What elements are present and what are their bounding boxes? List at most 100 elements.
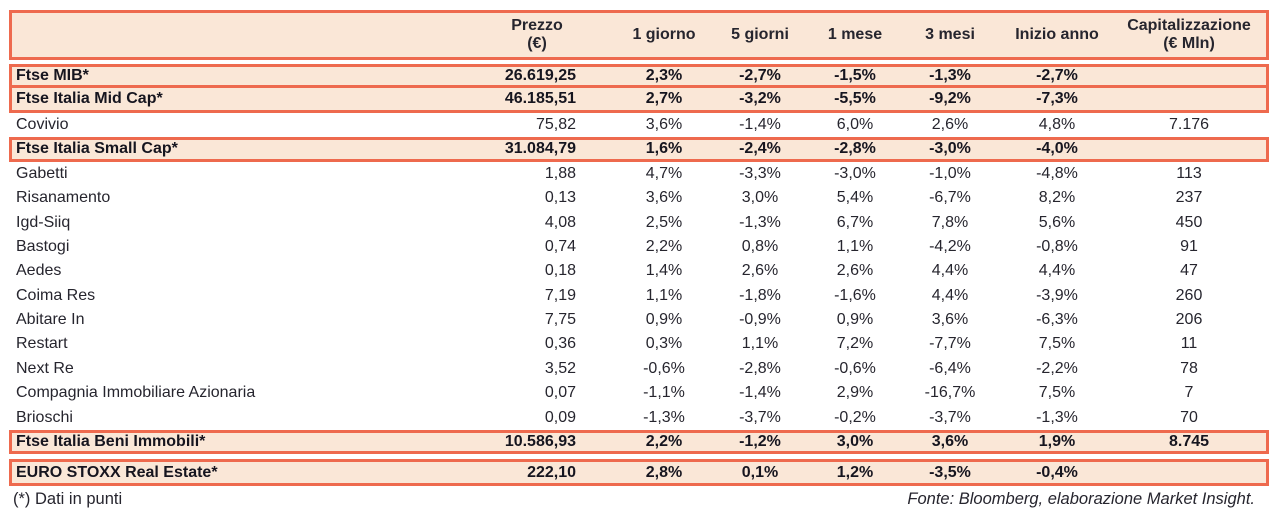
cell-3-mesi: -6,7% [929,189,971,207]
table-row: Igd-Siiq 4,08 2,5% -1,3% 6,7% 7,8% 5,6% 450 [9,210,1269,234]
cell-inizio-anno: 4,4% [1038,262,1076,280]
cell-5-giorni: 3,0% [741,189,779,207]
cell-1-giorno: 2,8% [645,463,683,481]
cell-3-mesi: 7,8% [931,213,969,231]
cell-inizio-anno: -7,3% [1036,90,1078,108]
cell-1-mese: 6,7% [836,213,874,231]
cell-capitalizzazione: 7 [1184,384,1194,402]
table-row: EURO STOXX Real Estate* 222,10 2,8% 0,1% 1,2… [9,459,1269,487]
cell-company-name: Aedes [16,262,62,280]
cell-5-giorni: -2,7% [739,67,781,85]
cell-prezzo: 0,74 [544,237,576,255]
cell-capitalizzazione: 47 [1180,262,1198,280]
cell-inizio-anno: 7,5% [1038,384,1076,402]
table-row: Brioschi 0,09 -1,3% -3,7% -0,2% -3,7% -1,3% 70 [9,405,1269,429]
cell-1-giorno: 3,6% [645,189,683,207]
cell-1-mese: -5,5% [834,90,876,108]
column-header-3-mesi: 3 mesi [925,25,975,43]
cell-3-mesi: -4,2% [929,237,971,255]
cell-5-giorni: 1,1% [741,335,779,353]
cell-1-giorno: 2,5% [645,213,683,231]
cell-company-name: Next Re [16,359,74,377]
cell-1-mese: -1,5% [834,67,876,85]
cell-inizio-anno: -3,9% [1036,286,1078,304]
cell-prezzo: 0,36 [544,335,576,353]
column-header-inizio-anno: Inizio anno [1015,25,1099,43]
cell-capitalizzazione: 260 [1175,286,1203,304]
cell-1-giorno: -0,6% [643,359,685,377]
cell-3-mesi: 4,4% [931,262,969,280]
footnote-dati-in-punti: (*) Dati in punti [13,490,123,509]
cell-prezzo: 0,13 [544,189,576,207]
table-row: Ftse Italia Small Cap* 31.084,79 1,6% -2,4%… [9,137,1269,162]
cell-1-giorno: 0,9% [645,311,683,329]
cell-3-mesi: -1,0% [929,164,971,182]
cell-prezzo: 46.185,51 [504,90,576,108]
cell-prezzo: 31.084,79 [504,140,576,158]
table-row: Bastogi 0,74 2,2% 0,8% 1,1% -4,2% -0,8% 91 [9,235,1269,259]
cell-company-name: Restart [16,335,68,353]
cell-5-giorni: -3,3% [739,164,781,182]
cell-1-mese: 2,9% [836,384,874,402]
table-body-euro-stoxx: EURO STOXX Real Estate* 222,10 2,8% 0,1% 1,2… [9,459,1269,487]
cell-1-mese: 1,2% [836,463,874,481]
cell-3-mesi: -16,7% [924,384,976,402]
cell-1-mese: 0,9% [836,311,874,329]
table-row: Ftse Italia Beni Immobili* 10.586,93 2,2% -… [9,429,1269,455]
cell-capitalizzazione: 237 [1175,189,1203,207]
cell-1-mese: 6,0% [836,115,874,133]
cell-1-giorno: 1,1% [645,286,683,304]
cell-3-mesi: 2,6% [931,115,969,133]
cell-company-name: Risanamento [16,189,111,207]
column-header-prezzo-line1: Prezzo [511,16,563,34]
column-header-1-mese: 1 mese [827,25,883,43]
cell-company-name: Ftse MIB* [16,67,89,85]
cell-inizio-anno: -6,3% [1036,311,1078,329]
cell-company-name: Igd-Siiq [16,213,71,231]
cell-3-mesi: -3,5% [929,463,971,481]
cell-3-mesi: -3,7% [929,408,971,426]
column-header-5-giorni: 5 giorni [731,25,789,43]
cell-3-mesi: -7,7% [929,335,971,353]
cell-company-name: EURO STOXX Real Estate* [16,463,218,481]
cell-prezzo: 7,75 [544,311,576,329]
cell-3-mesi: -9,2% [929,90,971,108]
column-header-prezzo: Prezzo (€) [458,17,616,54]
cell-inizio-anno: -1,3% [1036,408,1078,426]
cell-1-giorno: -1,3% [643,408,685,426]
cell-5-giorni: -2,8% [739,359,781,377]
cell-1-giorno: 2,2% [645,433,683,451]
column-header-capitalizzazione: Capitalizzazione (€ Mln) [1116,17,1262,54]
cell-prezzo: 0,18 [544,262,576,280]
cell-prezzo: 222,10 [527,463,576,481]
cell-1-mese: 2,6% [836,262,874,280]
source-attribution: Fonte: Bloomberg, elaborazione Market In… [907,490,1255,509]
table-row: Coima Res 7,19 1,1% -1,8% -1,6% 4,4% -3,9% 260 [9,284,1269,308]
cell-1-giorno: -1,1% [643,384,685,402]
cell-inizio-anno: 4,8% [1038,115,1076,133]
cell-company-name: Ftse Italia Beni Immobili* [16,433,206,451]
table-row: Ftse Italia Mid Cap* 46.185,51 2,7% -3,2% -5… [9,88,1269,113]
table-footer: (*) Dati in punti Fonte: Bloomberg, elab… [9,486,1269,509]
cell-5-giorni: 2,6% [741,262,779,280]
cell-1-mese: -1,6% [834,286,876,304]
cell-capitalizzazione: 70 [1180,408,1198,426]
table-row: Ftse MIB* 26.619,25 2,3% -2,7% -1,5% -1,3% -2,… [9,64,1269,89]
cell-5-giorni: -3,2% [739,90,781,108]
table-row: Abitare In 7,75 0,9% -0,9% 0,9% 3,6% -6,3% 206 [9,308,1269,332]
cell-1-mese: -0,6% [834,359,876,377]
cell-inizio-anno: -2,2% [1036,359,1078,377]
cell-capitalizzazione: 8.745 [1168,433,1210,451]
cell-5-giorni: 0,1% [741,463,779,481]
cell-capitalizzazione: 206 [1175,311,1203,329]
cell-5-giorni: -1,2% [739,433,781,451]
cell-1-giorno: 2,7% [645,90,683,108]
cell-3-mesi: 4,4% [931,286,969,304]
cell-1-giorno: 2,2% [645,237,683,255]
cell-company-name: Ftse Italia Mid Cap* [16,90,163,108]
cell-1-giorno: 0,3% [645,335,683,353]
cell-1-giorno: 1,4% [645,262,683,280]
cell-capitalizzazione: 113 [1176,164,1202,182]
cell-prezzo: 7,19 [544,286,576,304]
cell-1-mese: 7,2% [836,335,874,353]
